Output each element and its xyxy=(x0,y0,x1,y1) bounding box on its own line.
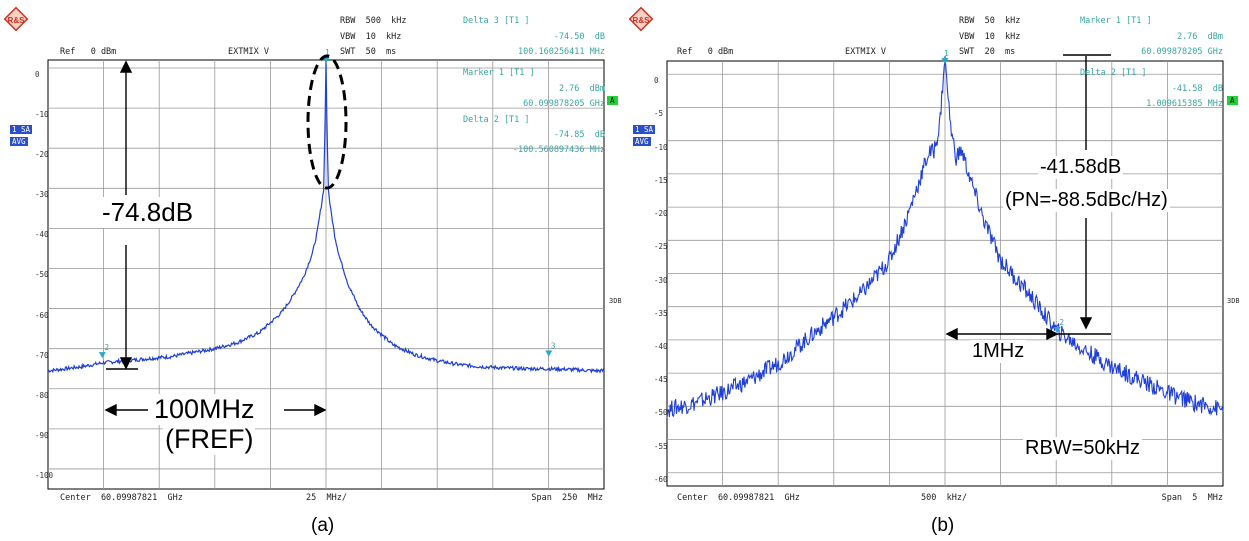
rs-logo-icon: R&S xyxy=(628,6,654,32)
3db-tag: 3DB xyxy=(609,297,622,305)
marker-1-icon xyxy=(941,58,949,64)
ref-level: Ref 0 dBm xyxy=(60,47,117,57)
y-tick-label: -60 xyxy=(654,474,668,484)
marker-1-icon xyxy=(322,57,330,63)
fref-name-annotation: (FREF) xyxy=(163,424,256,455)
carrier-highlight-ellipse xyxy=(306,54,348,190)
marker-2-label: 2 xyxy=(104,343,109,352)
marker1-title: Marker 1 [T1 ] xyxy=(1080,16,1152,26)
avg-badge: AVG xyxy=(633,137,651,146)
delta2-title: Delta 2 [T1 ] xyxy=(463,115,530,125)
rbw-label: RBW 50 kHz xyxy=(959,16,1021,26)
delta3-title: Delta 3 [T1 ] xyxy=(463,16,530,26)
y-tick-label: -20 xyxy=(35,150,49,160)
marker-2-icon xyxy=(98,352,106,359)
rs-logo-text: R&S xyxy=(8,16,26,25)
y-tick-label: 0 xyxy=(654,76,659,86)
y-tick-label: -100 xyxy=(35,470,54,480)
marker1-level: 2.76 dBm xyxy=(558,84,605,94)
swt-label: SWT 20 ms xyxy=(959,47,1016,57)
span-label: Span 250 MHz xyxy=(531,493,603,503)
fref-value-annotation: 100MHz xyxy=(152,394,257,425)
panel-b-svg: R&S 12 xyxy=(628,6,1224,487)
y-tick-label: -45 xyxy=(654,375,668,385)
delta2-level: -41.58 dB xyxy=(1171,84,1223,94)
marker-layer: 1 2 3 xyxy=(98,48,556,359)
delta2-level: -74.85 dB xyxy=(553,130,605,140)
swt-label: SWT 50 ms xyxy=(340,47,397,57)
y-tick-label: 0 xyxy=(35,70,40,80)
y-tick-label: -60 xyxy=(35,310,49,320)
fref-arrows xyxy=(104,403,327,417)
rs-logo-icon: R&S xyxy=(3,6,29,32)
center-freq: Center 60.09987821 GHz xyxy=(60,493,183,503)
marker-3-label: 3 xyxy=(551,341,556,350)
delta3-level: -74.50 dB xyxy=(553,32,605,42)
delta2-title: Delta 2 [T1 ] xyxy=(1080,68,1147,78)
y-tick-label: -70 xyxy=(35,350,49,360)
vbw-label: VBW 10 kHz xyxy=(340,32,402,42)
panel-a-svg: R&S 1 2 3 xyxy=(3,6,605,490)
delta-arrow-b xyxy=(1057,54,1111,335)
y-tick-label: -40 xyxy=(35,230,49,240)
delta-arrow-a xyxy=(106,60,138,370)
trace-a-badge: A xyxy=(1227,96,1238,105)
delta-annotation: -41.58dB xyxy=(1038,156,1124,179)
y-tick-label: -50 xyxy=(35,270,49,280)
panel-a: R&S 1 2 3 Ref 0 dBm EXTMIX V RBW 500 kHz V… xyxy=(3,6,622,536)
marker1-freq: 60.099878205 GHz xyxy=(1141,47,1223,57)
marker-2-label: 2 xyxy=(1059,318,1064,327)
trace-a-badge: A xyxy=(607,96,618,105)
freq-per-div: 25 MHz/ xyxy=(306,493,347,503)
marker-1-label: 1 xyxy=(325,48,330,57)
marker1-title: Marker 1 [T1 ] xyxy=(463,68,535,78)
y-tick-label: -30 xyxy=(35,190,49,200)
avg-badge: AVG xyxy=(10,137,28,146)
offset-arrow xyxy=(945,327,1059,341)
span-label: Span 5 MHz xyxy=(1161,493,1223,503)
y-tick-label: -5 xyxy=(654,109,664,119)
rbw-annotation: RBW=50kHz xyxy=(1023,437,1143,460)
caption-a: (a) xyxy=(311,515,335,536)
delta2-freq: -100.560897436 MHz xyxy=(512,145,605,155)
freq-per-div: 500 kHz/ xyxy=(921,493,968,503)
caption-b: (b) xyxy=(931,515,955,536)
y-tick-label: -55 xyxy=(654,441,668,451)
3db-tag: 3DB xyxy=(1227,297,1240,305)
y-tick-label: -10 xyxy=(654,142,668,152)
y-tick-label: -10 xyxy=(35,110,49,120)
marker-layer: 12 xyxy=(941,49,1064,333)
trace-mode-badge: 1 SA xyxy=(10,125,33,134)
marker1-level: 2.76 dBm xyxy=(1176,32,1223,42)
mixer-label: EXTMIX V xyxy=(845,47,886,57)
y-tick-label: -90 xyxy=(35,430,49,440)
center-freq: Center 60.09987821 GHz xyxy=(677,493,800,503)
rbw-label: RBW 500 kHz xyxy=(340,16,407,26)
y-tick-label: -35 xyxy=(654,308,668,318)
trace-mode-badge: 1 SA xyxy=(633,125,656,134)
grid xyxy=(667,61,1223,486)
vbw-label: VBW 10 kHz xyxy=(959,32,1021,42)
y-tick-label: -25 xyxy=(654,242,668,252)
offset-annotation: 1MHz xyxy=(970,340,1027,363)
rs-logo-text: R&S xyxy=(633,16,651,25)
phase-noise-annotation: (PN=-88.5dBc/Hz) xyxy=(1003,189,1170,212)
marker-3-icon xyxy=(545,350,553,357)
y-tick-label: -30 xyxy=(654,275,668,285)
marker1-freq: 60.099878205 GHz xyxy=(523,99,605,109)
marker-1-label: 1 xyxy=(944,49,949,58)
delta-annotation: -74.8dB xyxy=(100,197,196,228)
y-tick-label: -20 xyxy=(654,209,668,219)
y-tick-label: -15 xyxy=(654,175,668,185)
marker-2-icon xyxy=(1053,326,1061,333)
ref-level: Ref 0 dBm xyxy=(677,47,734,57)
delta3-freq: 100.160256411 MHz xyxy=(518,47,605,57)
delta2-freq: 1.009615385 MHz xyxy=(1146,99,1223,109)
y-tick-label: -50 xyxy=(654,408,668,418)
y-tick-label: -40 xyxy=(654,341,668,351)
mixer-label: EXTMIX V xyxy=(228,47,269,57)
y-tick-label: -80 xyxy=(35,390,49,400)
